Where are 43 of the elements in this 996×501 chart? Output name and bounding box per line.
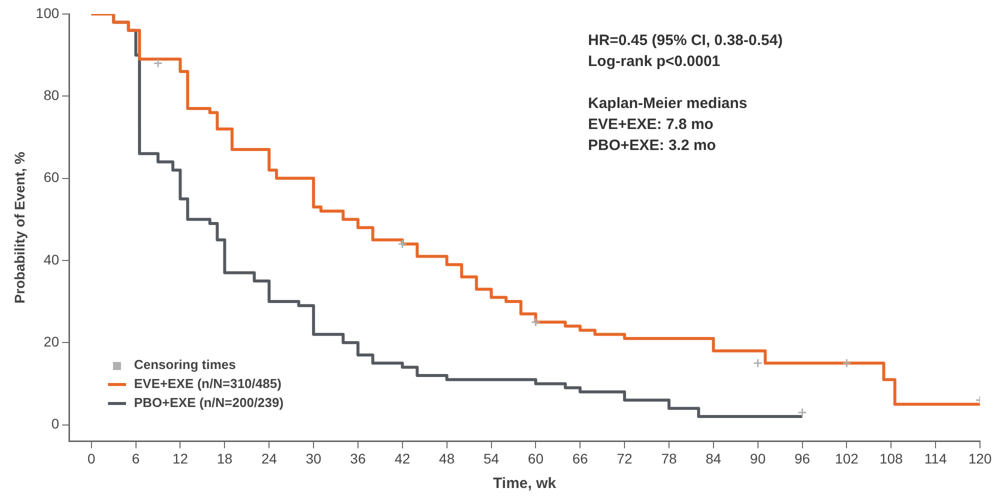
x-tick-label: 60	[528, 450, 544, 466]
x-tick-label: 18	[216, 450, 233, 466]
legend-label: PBO+EXE (n/N=200/239)	[134, 395, 284, 410]
annotation: HR=0.45 (95% CI, 0.38-0.54)	[588, 31, 783, 51]
point	[753, 358, 763, 368]
x-tick-label: 54	[483, 450, 500, 466]
legend-label: EVE+EXE (n/N=310/485)	[134, 376, 282, 391]
point	[153, 58, 163, 68]
y-tick-label: 60	[44, 169, 60, 186]
x-tick-label: 48	[439, 450, 455, 466]
point	[530, 317, 540, 327]
x-tick-label: 72	[616, 450, 633, 466]
x-tick-label: 108	[879, 450, 904, 466]
y-tick-label: 80	[44, 87, 60, 104]
point	[798, 408, 808, 418]
x-tick-label: 30	[306, 450, 322, 466]
y-tick-label: 20	[44, 333, 60, 350]
x-tick-label: 102	[835, 450, 859, 466]
y-tick-label: 40	[44, 251, 60, 268]
x-tick-label: 84	[706, 450, 722, 466]
annotation: PBO+EXE: 3.2 mo	[588, 136, 717, 156]
annotation: Log-rank p<0.0001	[588, 52, 722, 72]
point	[842, 358, 852, 368]
x-tick-label: 42	[394, 450, 410, 466]
x-tick-label: 66	[572, 450, 588, 466]
y-tick-label: 100	[36, 4, 60, 21]
x-tick-label: 6	[132, 450, 140, 466]
annotation: Kaplan-Meier medians	[588, 94, 748, 114]
x-axis-title: Time, wk	[493, 475, 557, 492]
x-tick-label: 114	[924, 450, 947, 466]
x-tick-label: 24	[261, 450, 278, 466]
y-axis-title: Probability of Event, %	[11, 151, 28, 304]
legend-label: Censoring times	[134, 357, 236, 372]
point	[398, 239, 408, 249]
x-tick-label: 120	[968, 450, 992, 466]
x-tick-label: 0	[87, 450, 96, 466]
x-tick-label: 96	[794, 450, 810, 466]
y-tick-label: 0	[51, 416, 60, 432]
x-tick-label: 12	[172, 450, 188, 466]
annotation: EVE+EXE: 7.8 mo	[588, 115, 714, 135]
x-tick-label: 36	[350, 450, 366, 466]
x-tick-label: 90	[750, 450, 766, 466]
x-tick-label: 78	[661, 450, 677, 466]
